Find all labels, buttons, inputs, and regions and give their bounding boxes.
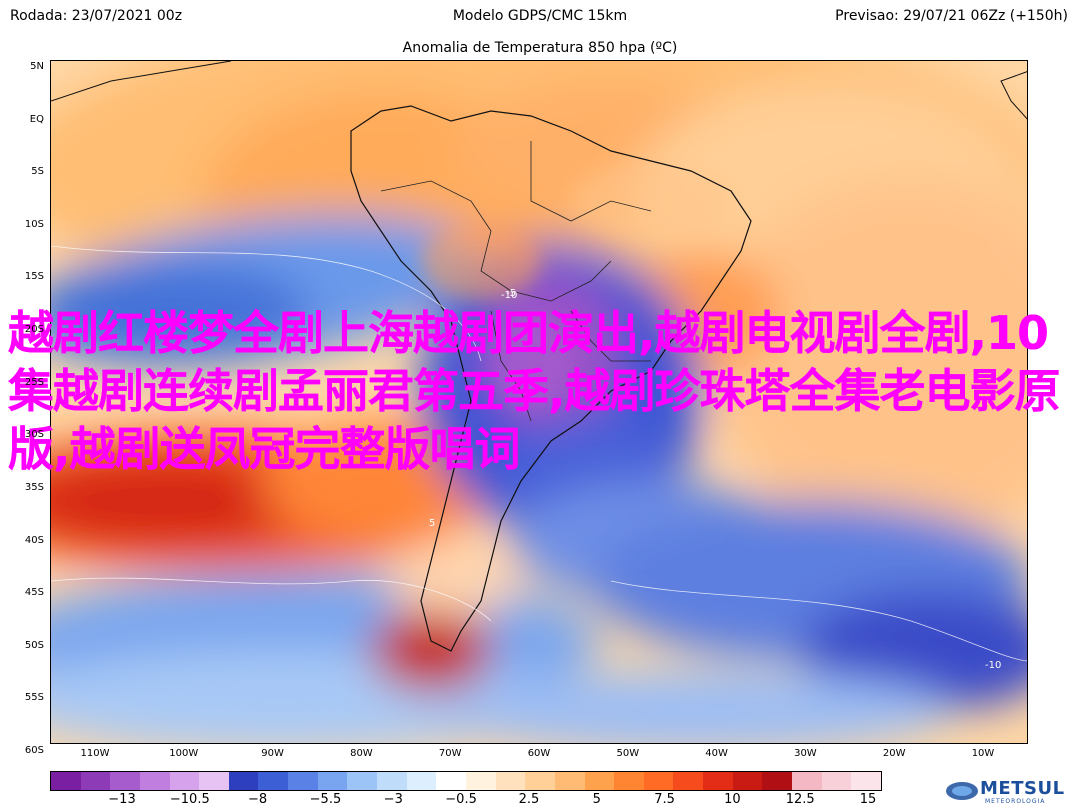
colorbar-tick-label: 5: [592, 792, 601, 807]
lat-tick-label: 60S: [24, 745, 44, 756]
colorbar-tick-label: −0.5: [445, 792, 477, 807]
colorbar-cell: [762, 772, 793, 790]
colorbar-tick-label: −5.5: [309, 792, 342, 807]
colorbar-cell: [792, 772, 822, 790]
colorbar-cell: [614, 772, 644, 790]
logo-subtitle: METEOROLOGIA: [985, 798, 1046, 805]
colorbar-cell: [80, 772, 111, 790]
lon-tick-label: 100W: [169, 748, 199, 759]
contour-label: 5: [429, 518, 435, 529]
lon-tick-label: 40W: [705, 748, 728, 759]
colorbar-cell: [465, 772, 496, 790]
colorbar-tick-label: −8: [248, 792, 268, 807]
colorbar-cell: [258, 772, 289, 790]
colorbar-tick-label: 12.5: [785, 792, 815, 807]
lon-tick-label: 110W: [80, 748, 110, 759]
lon-tick-label: 50W: [616, 748, 640, 759]
colorbar-cell: [377, 772, 407, 790]
colorbar-tick-label: 2.5: [518, 792, 540, 807]
lon-tick-label: 70W: [438, 748, 462, 759]
colorbar-cell: [347, 772, 378, 790]
colorbar-tick-label: 15: [859, 792, 877, 807]
lat-tick-label: 50S: [24, 639, 44, 651]
colorbar-cell: [525, 772, 555, 790]
colorbar-cell: [139, 772, 170, 790]
colorbar-cell: [584, 772, 615, 790]
colorbar-cell: [199, 772, 229, 790]
lat-tick-label: 10S: [24, 218, 44, 230]
colorbar-cell: [436, 772, 466, 790]
colorbar-tick-label: −13: [108, 792, 136, 807]
lat-tick-label: 30S: [24, 429, 44, 441]
contour-label: -10: [985, 660, 1001, 671]
colorbar-tick-label: 7.5: [654, 792, 675, 807]
lat-tick-label: 5N: [30, 61, 44, 72]
colorbar-cell: [643, 772, 674, 790]
lon-tick-label: 30W: [794, 748, 817, 759]
colorbar-cell: [703, 772, 733, 790]
coastline: [350, 105, 752, 652]
lat-tick-label: 35S: [24, 481, 44, 493]
lat-tick-label: 5S: [31, 166, 44, 178]
contour-label: -5: [506, 288, 516, 299]
model-label: Modelo GDPS/CMC 15km: [452, 8, 628, 24]
lat-tick-label: 45S: [24, 587, 44, 599]
lat-tick-label: 55S: [24, 692, 44, 704]
lat-tick-label: 15S: [24, 271, 44, 283]
colorbar-tick-label: −10.5: [169, 792, 210, 807]
colorbar-tick-label: 10: [724, 792, 741, 807]
lon-tick-label: 80W: [350, 748, 373, 759]
logo-name: METSUL: [980, 778, 1065, 799]
colorbar-cell: [554, 772, 585, 790]
lon-tick-label: 10W: [971, 748, 995, 759]
colorbar-tick-label: −3: [383, 792, 403, 807]
lat-tick-label: 25S: [24, 376, 44, 388]
colorbar-cell: [495, 772, 526, 790]
lon-tick-label: 20W: [882, 748, 906, 759]
contour-label: -10: [501, 290, 517, 301]
colorbar-cell: [317, 772, 348, 790]
lat-tick-label: 40S: [24, 534, 44, 546]
colorbar-cell: [228, 772, 259, 790]
colorbar-cell: [851, 772, 881, 790]
colorbar-cell: [169, 772, 200, 790]
map-title: Anomalia de Temperatura 850 hpa (ºC): [402, 40, 678, 56]
colorbar-cell: [51, 772, 81, 790]
forecast-label: Previsao: 29/07/21 06Zz (+150h): [835, 8, 1068, 24]
colorbar-cell: [110, 772, 140, 790]
metsul-logo-icon: [946, 782, 978, 800]
lat-tick-label: EQ: [29, 113, 44, 125]
colorbar-cell: [288, 772, 318, 790]
colorbar-cell: [406, 772, 437, 790]
lon-tick-label: 60W: [527, 748, 551, 759]
colorbar-cell: [821, 772, 852, 790]
colorbar-cell: [673, 772, 704, 790]
overlay-caption: 越剧红楼梦全剧上海越剧团演出,越剧电视剧全剧,10集越剧连续剧孟丽君第五季,越剧…: [8, 306, 1060, 476]
colorbar: [50, 771, 882, 791]
lat-tick-label: 20S: [24, 324, 44, 336]
anomaly-map: -5 -10 5 -10: [50, 60, 1028, 744]
lon-tick-label: 90W: [261, 748, 284, 759]
colorbar-cell: [732, 772, 763, 790]
map-canvas: -5 -10 5 -10: [51, 61, 1027, 743]
run-label: Rodada: 23/07/2021 00z: [10, 8, 183, 24]
